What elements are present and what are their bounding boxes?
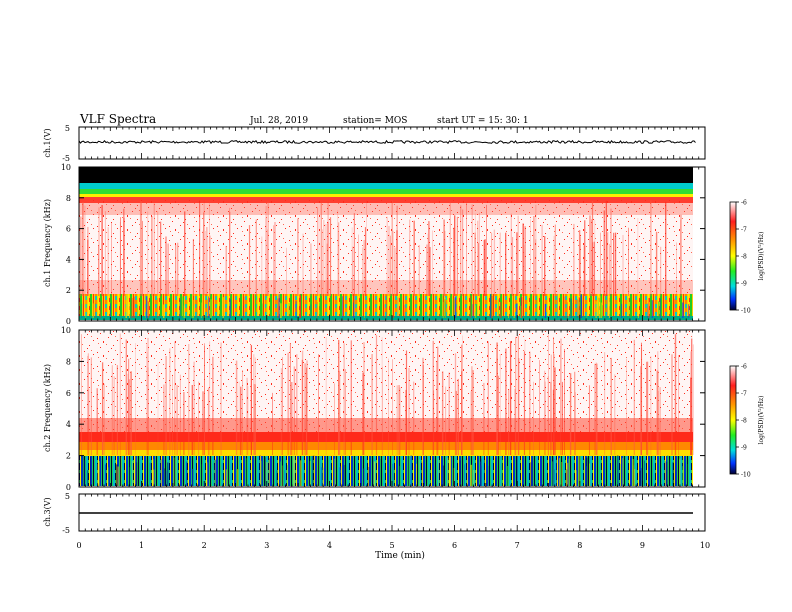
start-time-label: start UT = 15: 30: 1 — [437, 116, 529, 126]
band-upper-mixed — [79, 189, 693, 194]
y-axis-label: ch.1(V) — [43, 128, 52, 157]
xtick-label: 6 — [452, 541, 457, 550]
band-mid-red — [79, 432, 693, 442]
ytick-label: 5 — [65, 124, 70, 133]
band-mid-yellow — [79, 450, 693, 456]
xtick-label: 0 — [76, 541, 81, 550]
x-axis-tick-labels: 0 1 2 3 4 5 6 7 8 9 10 — [76, 541, 710, 550]
band-upper-mixed — [79, 194, 693, 197]
xtick-label: 10 — [700, 541, 710, 550]
ytick-label: 0 — [66, 483, 71, 492]
ytick-label: 2 — [66, 452, 71, 461]
band-red-haze — [79, 418, 693, 432]
colorbar-tick-label: -6 — [741, 200, 747, 207]
ytick-label: -5 — [62, 526, 70, 535]
y-axis-label: ch.1 Frequency (kHz) — [43, 199, 52, 287]
ch1-trace — [78, 138, 696, 145]
band-mid-orange — [79, 442, 693, 450]
spectrogram-streaks — [80, 333, 694, 486]
colorbar-gradient — [729, 365, 737, 475]
xtick-label: 9 — [640, 541, 645, 550]
colorbar-tick-label: -8 — [741, 418, 747, 425]
band-top-black — [79, 167, 693, 183]
y-axis-label: ch.2 Frequency (kHz) — [43, 364, 52, 452]
band-red-haze — [79, 203, 693, 215]
panel-ch1-waveform: 5 -5 ch.1(V) — [43, 124, 706, 163]
xtick-label: 3 — [264, 541, 269, 550]
xtick-label: 5 — [389, 541, 394, 550]
ytick-label: 4 — [66, 255, 71, 264]
band-upper-mixed — [79, 197, 693, 203]
band-upper-mixed — [79, 183, 693, 189]
ytick-label: 10 — [61, 163, 71, 172]
ytick-label: 0 — [66, 317, 71, 326]
panel-ch2-spectrogram: 0 2 4 6 8 10 ch.2 Frequency (kHz) — [43, 326, 706, 492]
figure-title: VLF Spectra — [79, 112, 156, 126]
ytick-label: 8 — [66, 194, 71, 203]
panel-ch3-waveform: 5 -5 ch.3(V) — [43, 492, 706, 535]
ytick-label: 5 — [65, 492, 70, 501]
colorbar-tick-label: -8 — [741, 254, 747, 261]
ytick-label: 6 — [66, 225, 71, 234]
xtick-label: 4 — [327, 541, 332, 550]
colorbar-ch1: -6 -7 -8 -9 -10 log(PSD)(V²/Hz) — [729, 200, 765, 315]
colorbar-ch2: -6 -7 -8 -9 -10 log(PSD)(V²/Hz) — [729, 364, 765, 479]
band-baseline — [79, 316, 693, 320]
date-label: Jul. 28, 2019 — [249, 116, 308, 126]
ytick-label: 2 — [66, 286, 71, 295]
spectrogram-streaks — [78, 200, 690, 318]
colorbar-tick-label: -9 — [741, 281, 747, 288]
ytick-label: -5 — [62, 154, 70, 163]
band-red-haze — [79, 280, 693, 294]
header: VLF Spectra Jul. 28, 2019 station= MOS s… — [79, 112, 529, 126]
band-low-mixed — [79, 294, 693, 316]
x-axis-ticks — [78, 127, 706, 531]
xtick-label: 1 — [139, 541, 144, 550]
colorbar-label: log(PSD)(V²/Hz) — [758, 232, 765, 281]
ytick-label: 8 — [66, 357, 71, 366]
colorbar-tick-label: -9 — [741, 445, 747, 452]
xtick-label: 2 — [202, 541, 207, 550]
x-axis-label: Time (min) — [375, 550, 425, 561]
colorbar-gradient — [729, 201, 737, 311]
ytick-label: 6 — [66, 389, 71, 398]
colorbar-tick-label: -7 — [741, 227, 747, 234]
ytick-label: 4 — [66, 420, 71, 429]
xtick-label: 7 — [515, 541, 520, 550]
colorbar-tick-label: -10 — [741, 308, 751, 315]
y-axis-label: ch.3(V) — [43, 497, 52, 526]
colorbar-tick-label: -6 — [741, 364, 747, 371]
panel-ch1-spectrogram: 0 2 4 6 8 10 ch.1 Frequency (kHz) — [43, 163, 706, 326]
xtick-label: 8 — [577, 541, 582, 550]
colorbar-tick-label: -7 — [741, 391, 747, 398]
station-label: station= MOS — [343, 116, 407, 126]
ytick-label: 10 — [61, 326, 71, 335]
colorbar-label: log(PSD)(V²/Hz) — [758, 396, 765, 445]
band-low-dark — [79, 456, 693, 486]
colorbar-tick-label: -10 — [741, 472, 751, 479]
